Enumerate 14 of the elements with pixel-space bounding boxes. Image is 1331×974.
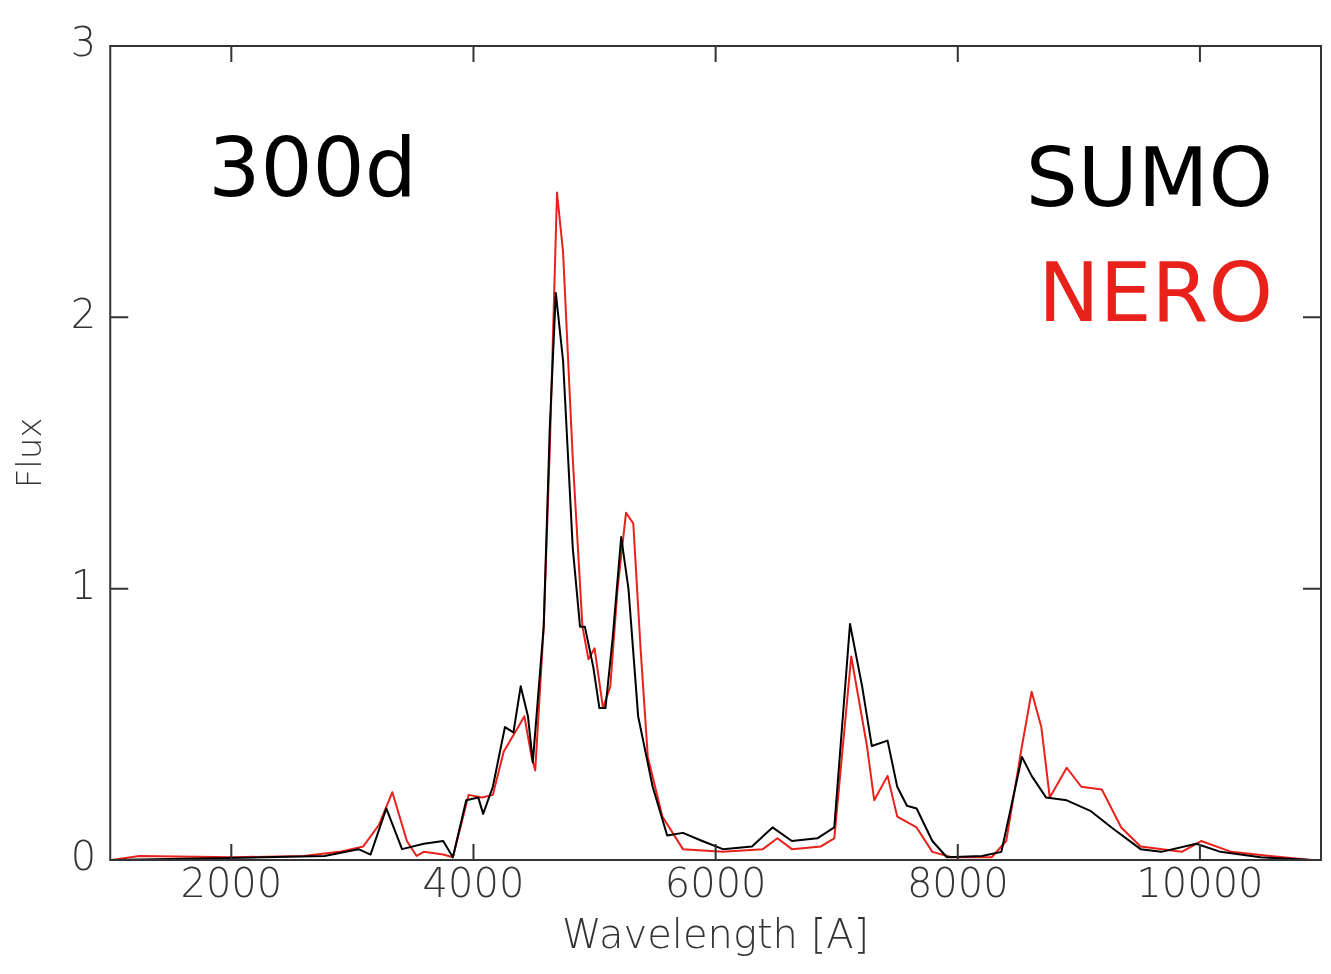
x-tick-label: 2000 [180,860,283,907]
y-tick-label: 2 [70,290,97,337]
x-tick-label: 10000 [1136,860,1264,907]
y-tick-label: 0 [70,833,97,880]
y-axis-title: Flux [9,417,50,489]
text: SUMO [1025,130,1273,225]
x-tick-label: 6000 [664,860,767,907]
x-tick-label: 8000 [906,860,1009,907]
y-tick-label: 3 [70,19,97,66]
text: NERO [1038,245,1273,340]
annotation: 300d [208,120,417,215]
y-tick-label: 1 [70,562,97,609]
x-tick-label: 4000 [422,860,525,907]
x-axis-title: Wavelength [A] [562,911,870,958]
